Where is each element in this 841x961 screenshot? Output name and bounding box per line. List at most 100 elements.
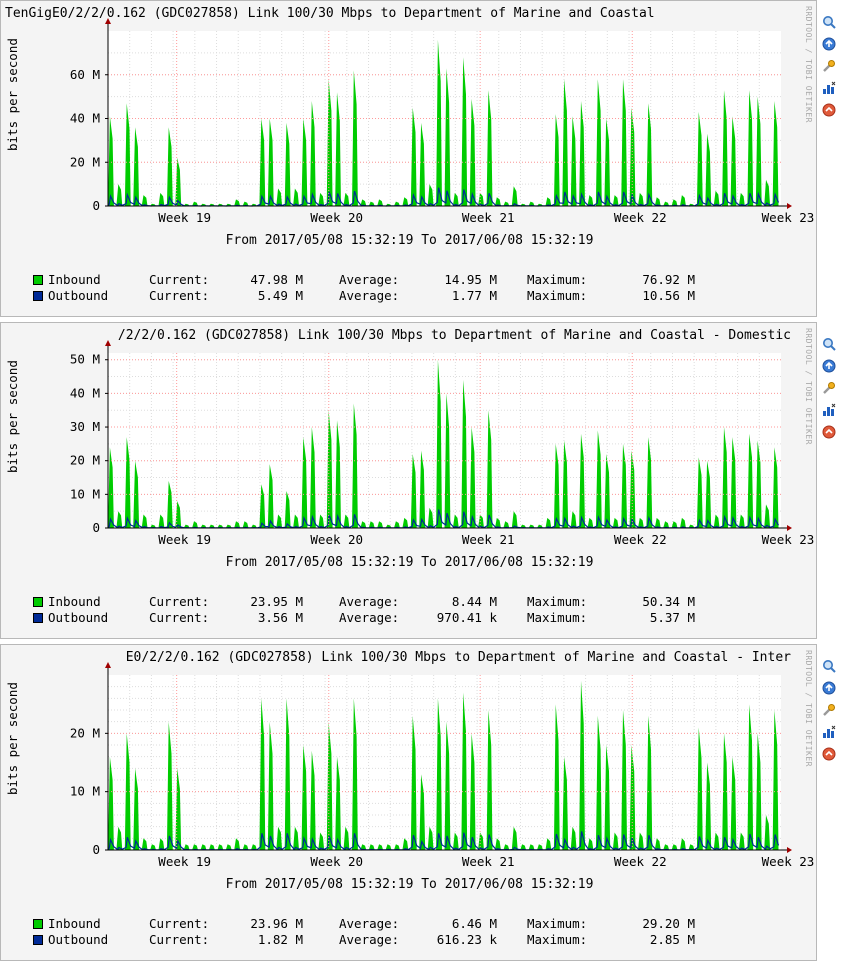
x-tick-label: Week 22 bbox=[614, 210, 667, 225]
legend-current-value: 47.98 M bbox=[250, 272, 303, 287]
legend-swatch bbox=[33, 613, 43, 623]
legend-average-label: Average: bbox=[339, 272, 400, 287]
remove-icon[interactable] bbox=[822, 102, 836, 117]
chart-icon[interactable] bbox=[822, 402, 836, 416]
legend-current-value: 23.96 M bbox=[250, 916, 303, 931]
legend-average-value: 970.41 k bbox=[436, 610, 497, 625]
time-range: From 2017/05/08 15:32:19 To 2017/06/08 1… bbox=[225, 555, 594, 570]
x-tick-label: Week 19 bbox=[158, 532, 211, 547]
wrench-icon[interactable] bbox=[822, 58, 836, 72]
legend-current-label: Current: bbox=[149, 272, 210, 287]
plot-area bbox=[108, 675, 781, 850]
wrench-icon[interactable] bbox=[822, 380, 836, 394]
legend-average-label: Average: bbox=[339, 932, 400, 947]
legend-current-label: Current: bbox=[149, 932, 210, 947]
legend-maximum-value: 5.37 M bbox=[649, 610, 695, 625]
remove-icon[interactable] bbox=[822, 424, 836, 439]
legend-swatch bbox=[33, 291, 43, 301]
y-tick-label: 20 M bbox=[70, 725, 100, 740]
y-tick-label: 40 M bbox=[70, 111, 100, 126]
graph-panel: TenGigE0/2/2/0.162 (GDC027858) Link 100/… bbox=[0, 0, 817, 317]
legend-maximum-value: 76.92 M bbox=[642, 272, 695, 287]
legend-maximum-value: 50.34 M bbox=[642, 594, 695, 609]
y-tick-label: 0 bbox=[92, 842, 100, 857]
graph-actions bbox=[822, 336, 840, 446]
legend-current-label: Current: bbox=[149, 916, 210, 931]
legend-series-name: Outbound bbox=[48, 932, 109, 947]
legend-average-label: Average: bbox=[339, 610, 400, 625]
legend-series: Outbound bbox=[33, 610, 108, 626]
legend-series: Outbound bbox=[33, 932, 108, 948]
traffic-chart: 0 10 M 20 M Week 19 Week 20 Week 21 Week 22 Wee… bbox=[70, 662, 815, 869]
zoom-icon[interactable] bbox=[822, 658, 836, 673]
x-tick-label: Week 21 bbox=[462, 210, 515, 225]
legend-average-value: 6.46 M bbox=[451, 916, 497, 931]
x-tick-label: Week 20 bbox=[310, 210, 363, 225]
remove-icon[interactable] bbox=[822, 746, 836, 761]
legend-series-name: Outbound bbox=[48, 288, 109, 303]
x-tick-label: Week 21 bbox=[462, 532, 515, 547]
graph-title: TenGigE0/2/2/0.162 (GDC027858) Link 100/… bbox=[5, 6, 655, 21]
chart-icon[interactable] bbox=[822, 724, 836, 738]
refresh-icon[interactable] bbox=[822, 358, 836, 373]
legend-maximum-label: Maximum: bbox=[527, 610, 588, 625]
time-range: From 2017/05/08 15:32:19 To 2017/06/08 1… bbox=[225, 233, 594, 248]
legend-swatch bbox=[33, 935, 43, 945]
y-tick-label: 20 M bbox=[70, 154, 100, 169]
legend-average-label: Average: bbox=[339, 916, 400, 931]
legend-maximum-label: Maximum: bbox=[527, 916, 588, 931]
graph-title: /2/2/0.162 (GDC027858) Link 100/30 Mbps … bbox=[117, 328, 791, 343]
x-tick-label: Week 23 bbox=[762, 854, 815, 869]
legend-average-label: Average: bbox=[339, 594, 400, 609]
zoom-icon[interactable] bbox=[822, 14, 836, 29]
legend-series: Inbound bbox=[33, 272, 101, 288]
refresh-icon[interactable] bbox=[822, 680, 836, 695]
legend-current-value: 23.95 M bbox=[250, 594, 303, 609]
x-axis-arrow bbox=[787, 847, 792, 853]
y-tick-label: 10 M bbox=[70, 486, 100, 501]
legend-series: Outbound bbox=[33, 288, 108, 304]
y-tick-label: 0 bbox=[92, 198, 100, 213]
legend-current-label: Current: bbox=[149, 288, 210, 303]
x-tick-label: Week 20 bbox=[310, 854, 363, 869]
y-tick-label: 20 M bbox=[70, 453, 100, 468]
x-tick-label: Week 23 bbox=[762, 210, 815, 225]
legend-current-value: 1.82 M bbox=[257, 932, 303, 947]
refresh-icon[interactable] bbox=[822, 36, 836, 51]
legend-current-value: 5.49 M bbox=[257, 288, 303, 303]
x-tick-label: Week 21 bbox=[462, 854, 515, 869]
chart-icon[interactable] bbox=[822, 80, 836, 94]
x-tick-label: Week 19 bbox=[158, 210, 211, 225]
x-axis-arrow bbox=[787, 203, 792, 209]
rrdtool-watermark: RRDTOOL / TOBI OETIKER bbox=[804, 328, 813, 445]
legend-average-value: 8.44 M bbox=[451, 594, 497, 609]
graph-actions bbox=[822, 658, 840, 768]
legend-average-value: 14.95 M bbox=[444, 272, 497, 287]
legend-average-value: 616.23 k bbox=[436, 932, 497, 947]
legend-series-name: Inbound bbox=[48, 594, 101, 609]
y-tick-label: 60 M bbox=[70, 67, 100, 82]
legend-maximum-label: Maximum: bbox=[527, 594, 588, 609]
wrench-icon[interactable] bbox=[822, 702, 836, 716]
graph-actions bbox=[822, 14, 840, 124]
traffic-chart: 0 20 M 40 M 60 M Week 19 Week 20 Week 21 Week 2… bbox=[70, 18, 815, 225]
x-tick-label: Week 22 bbox=[614, 854, 667, 869]
legend-average-label: Average: bbox=[339, 288, 400, 303]
rrdtool-watermark: RRDTOOL / TOBI OETIKER bbox=[804, 650, 813, 767]
rrdtool-watermark: RRDTOOL / TOBI OETIKER bbox=[804, 6, 813, 123]
y-tick-label: 10 M bbox=[70, 784, 100, 799]
x-tick-label: Week 22 bbox=[614, 532, 667, 547]
time-range: From 2017/05/08 15:32:19 To 2017/06/08 1… bbox=[225, 877, 594, 892]
legend-current-label: Current: bbox=[149, 610, 210, 625]
graph-panel: /2/2/0.162 (GDC027858) Link 100/30 Mbps … bbox=[0, 322, 817, 639]
legend-swatch bbox=[33, 919, 43, 929]
x-axis-arrow bbox=[787, 525, 792, 531]
zoom-icon[interactable] bbox=[822, 336, 836, 351]
legend-series-name: Outbound bbox=[48, 610, 109, 625]
legend-swatch bbox=[33, 597, 43, 607]
legend-average-value: 1.77 M bbox=[451, 288, 497, 303]
legend-series: Inbound bbox=[33, 594, 101, 610]
graph-title: E0/2/2/0.162 (GDC027858) Link 100/30 Mbp… bbox=[125, 650, 791, 665]
legend-maximum-label: Maximum: bbox=[527, 932, 588, 947]
graph-panel: E0/2/2/0.162 (GDC027858) Link 100/30 Mbp… bbox=[0, 644, 817, 961]
